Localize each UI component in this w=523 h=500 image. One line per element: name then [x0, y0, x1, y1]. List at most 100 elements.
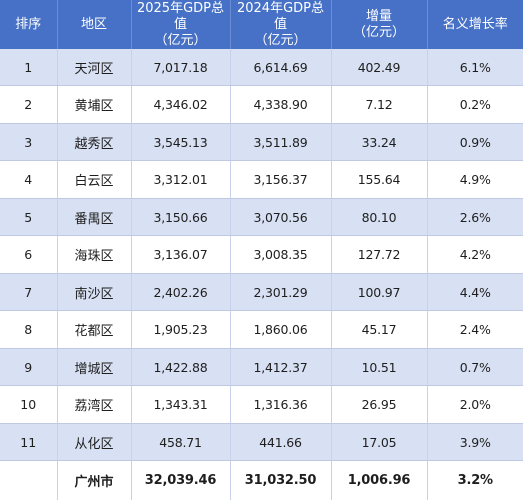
- cell-gdp-2025: 7,017.18: [131, 49, 231, 87]
- header-gdp-2024-unit: （亿元）: [254, 32, 307, 48]
- table-row: 10 荔湾区 1,343.31 1,316.36 26.95 2.0%: [0, 385, 523, 424]
- table-row: 11 从化区 458.71 441.66 17.05 3.9%: [0, 423, 523, 462]
- cell-increase: 127.72: [331, 235, 428, 274]
- header-gdp-2025-title: 2025年GDP总值: [136, 0, 224, 32]
- table-row: 9 增城区 1,422.88 1,412.37 10.51 0.7%: [0, 348, 523, 387]
- cell-rank: 8: [0, 310, 58, 349]
- cell-growth: 2.6%: [427, 198, 523, 237]
- cell-increase: 17.05: [331, 423, 428, 462]
- cell-rank: 9: [0, 348, 58, 387]
- cell-growth: 0.2%: [427, 85, 523, 124]
- cell-gdp-2025: 3,136.07: [131, 235, 231, 274]
- table-row: 8 花都区 1,905.23 1,860.06 45.17 2.4%: [0, 310, 523, 349]
- table-row: 3 越秀区 3,545.13 3,511.89 33.24 0.9%: [0, 123, 523, 162]
- total-district: 广州市: [57, 460, 132, 500]
- table-row: 4 白云区 3,312.01 3,156.37 155.64 4.9%: [0, 160, 523, 199]
- cell-increase: 80.10: [331, 198, 428, 237]
- cell-increase: 26.95: [331, 385, 428, 424]
- cell-increase: 155.64: [331, 160, 428, 199]
- cell-growth: 2.0%: [427, 385, 523, 424]
- cell-district: 番禺区: [57, 198, 132, 237]
- cell-gdp-2024: 4,338.90: [230, 85, 332, 124]
- cell-growth: 2.4%: [427, 310, 523, 349]
- total-rank: [0, 460, 58, 500]
- cell-rank: 2: [0, 85, 58, 124]
- cell-district: 越秀区: [57, 123, 132, 162]
- total-gdp-2025: 32,039.46: [131, 460, 231, 500]
- table-body: 1 天河区 7,017.18 6,614.69 402.49 6.1% 2 黄埔…: [0, 49, 523, 500]
- cell-district: 增城区: [57, 348, 132, 387]
- cell-gdp-2024: 441.66: [230, 423, 332, 462]
- header-gdp-2024-title: 2024年GDP总值: [236, 0, 324, 32]
- cell-gdp-2025: 1,422.88: [131, 348, 231, 387]
- cell-increase: 10.51: [331, 348, 428, 387]
- cell-rank: 10: [0, 385, 58, 424]
- cell-growth: 4.2%: [427, 235, 523, 274]
- total-row: 广州市 32,039.46 31,032.50 1,006.96 3.2%: [0, 460, 523, 500]
- cell-gdp-2024: 1,860.06: [230, 310, 332, 349]
- header-increase-title: 增量: [365, 8, 392, 24]
- table-row: 6 海珠区 3,136.07 3,008.35 127.72 4.2%: [0, 235, 523, 274]
- table-row: 2 黄埔区 4,346.02 4,338.90 7.12 0.2%: [0, 85, 523, 124]
- cell-district: 黄埔区: [57, 85, 132, 124]
- cell-increase: 45.17: [331, 310, 428, 349]
- header-district: 地区: [57, 0, 132, 49]
- table-header: 排序 地区 2025年GDP总值 （亿元） 2024年GDP总值 （亿元） 增量…: [0, 0, 523, 49]
- header-row: 排序 地区 2025年GDP总值 （亿元） 2024年GDP总值 （亿元） 增量…: [0, 0, 523, 49]
- cell-increase: 100.97: [331, 273, 428, 312]
- cell-gdp-2024: 3,156.37: [230, 160, 332, 199]
- header-increase-unit: （亿元）: [352, 24, 405, 40]
- cell-gdp-2024: 1,412.37: [230, 348, 332, 387]
- cell-district: 花都区: [57, 310, 132, 349]
- cell-gdp-2025: 1,905.23: [131, 310, 231, 349]
- cell-growth: 0.7%: [427, 348, 523, 387]
- cell-district: 海珠区: [57, 235, 132, 274]
- cell-rank: 11: [0, 423, 58, 462]
- cell-gdp-2025: 458.71: [131, 423, 231, 462]
- cell-gdp-2024: 3,070.56: [230, 198, 332, 237]
- cell-gdp-2024: 3,008.35: [230, 235, 332, 274]
- cell-gdp-2024: 3,511.89: [230, 123, 332, 162]
- cell-district: 天河区: [57, 49, 132, 87]
- table-row: 5 番禺区 3,150.66 3,070.56 80.10 2.6%: [0, 198, 523, 237]
- cell-gdp-2025: 3,150.66: [131, 198, 231, 237]
- total-growth: 3.2%: [427, 460, 523, 500]
- cell-gdp-2025: 4,346.02: [131, 85, 231, 124]
- cell-growth: 0.9%: [427, 123, 523, 162]
- total-increase: 1,006.96: [331, 460, 428, 500]
- header-gdp-2025-unit: （亿元）: [154, 32, 207, 48]
- cell-increase: 7.12: [331, 85, 428, 124]
- cell-rank: 7: [0, 273, 58, 312]
- cell-district: 白云区: [57, 160, 132, 199]
- cell-rank: 5: [0, 198, 58, 237]
- table-row: 7 南沙区 2,402.26 2,301.29 100.97 4.4%: [0, 273, 523, 312]
- cell-gdp-2025: 2,402.26: [131, 273, 231, 312]
- cell-gdp-2025: 1,343.31: [131, 385, 231, 424]
- cell-increase: 402.49: [331, 49, 428, 87]
- cell-gdp-2025: 3,312.01: [131, 160, 231, 199]
- cell-growth: 4.9%: [427, 160, 523, 199]
- cell-gdp-2025: 3,545.13: [131, 123, 231, 162]
- cell-growth: 3.9%: [427, 423, 523, 462]
- header-increase: 增量 （亿元）: [331, 0, 428, 49]
- table-row: 1 天河区 7,017.18 6,614.69 402.49 6.1%: [0, 49, 523, 87]
- cell-district: 南沙区: [57, 273, 132, 312]
- cell-gdp-2024: 1,316.36: [230, 385, 332, 424]
- cell-rank: 3: [0, 123, 58, 162]
- header-growth: 名义增长率: [427, 0, 523, 49]
- cell-district: 荔湾区: [57, 385, 132, 424]
- cell-district: 从化区: [57, 423, 132, 462]
- cell-rank: 1: [0, 49, 58, 87]
- cell-rank: 4: [0, 160, 58, 199]
- header-gdp-2024: 2024年GDP总值 （亿元）: [230, 0, 332, 49]
- cell-gdp-2024: 6,614.69: [230, 49, 332, 87]
- cell-rank: 6: [0, 235, 58, 274]
- header-gdp-2025: 2025年GDP总值 （亿元）: [131, 0, 231, 49]
- total-gdp-2024: 31,032.50: [230, 460, 332, 500]
- cell-growth: 4.4%: [427, 273, 523, 312]
- cell-increase: 33.24: [331, 123, 428, 162]
- cell-growth: 6.1%: [427, 49, 523, 87]
- header-rank: 排序: [0, 0, 58, 49]
- cell-gdp-2024: 2,301.29: [230, 273, 332, 312]
